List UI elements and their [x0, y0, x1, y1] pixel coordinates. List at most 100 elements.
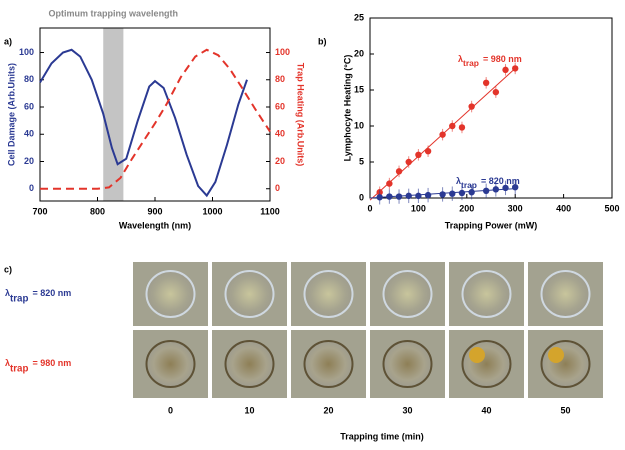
data-point [386, 193, 393, 200]
data-point [449, 190, 456, 197]
cell [224, 270, 275, 318]
data-point [439, 191, 446, 198]
data-point [468, 103, 475, 110]
y2-tick-label: 100 [275, 47, 290, 57]
x-tick-label: 1100 [260, 206, 280, 216]
y-tick-label: 0 [359, 192, 364, 202]
y-tick-label: 40 [24, 129, 34, 139]
time-label: 0 [168, 405, 173, 415]
data-point [512, 184, 519, 191]
cell [224, 340, 275, 388]
y-tick-label: 10 [354, 120, 364, 130]
x-tick-label: 800 [90, 206, 105, 216]
data-point [395, 193, 403, 200]
time-label: 10 [244, 405, 254, 415]
cell [145, 340, 196, 388]
cell [540, 340, 591, 388]
debris [469, 347, 485, 363]
cell [461, 270, 512, 318]
data-point [439, 131, 446, 138]
data-point [405, 192, 412, 200]
line-series [39, 48, 248, 198]
panel-label: b) [318, 36, 327, 46]
x-axis-label: Trapping Power (mW) [445, 220, 538, 230]
lambda-symbol: λ [456, 176, 461, 186]
y-tick-label: 20 [354, 48, 364, 58]
y-tick-label: 20 [24, 156, 34, 166]
data-point [376, 194, 383, 201]
x-axis-label: Wavelength (nm) [119, 220, 191, 230]
data-point [482, 79, 490, 87]
y2-tick-label: 20 [275, 156, 285, 166]
shade-label: Optimum trapping wavelength [49, 8, 179, 18]
data-point [386, 180, 393, 187]
lambda-subscript: trap [461, 180, 477, 190]
y-tick-label: 15 [354, 84, 364, 94]
lambda-text: = 980 nm [32, 358, 71, 368]
data-point [424, 148, 432, 155]
x-tick-label: 400 [556, 203, 571, 213]
y2-tick-label: 60 [275, 101, 285, 111]
lambda-label: λtrap = 980 nm [5, 358, 71, 374]
y-tick-label: 5 [359, 156, 364, 166]
lambda-label: λtrap = 820 nm [456, 176, 520, 190]
y2-tick-label: 80 [275, 74, 285, 84]
lambda-subscript: trap [10, 293, 28, 304]
lambda-label: λtrap = 820 nm [5, 288, 71, 304]
time-label: 50 [560, 405, 570, 415]
x-tick-label: 200 [459, 203, 474, 213]
data-point [468, 189, 475, 196]
data-point [415, 151, 422, 158]
lambda-symbol: λ [5, 288, 10, 298]
debris [548, 347, 564, 363]
y-tick-label: 0 [29, 183, 34, 193]
y-tick-label: 60 [24, 101, 34, 111]
data-point [482, 187, 490, 194]
data-point [502, 184, 509, 192]
y-tick-label: 80 [24, 74, 34, 84]
y-tick-label: 100 [19, 47, 34, 57]
time-label: 20 [323, 405, 333, 415]
data-point [424, 191, 432, 199]
x-tick-label: 500 [604, 203, 619, 213]
y-axis-label: Cell Damage (Arb.Units) [6, 63, 16, 166]
time-axis-label: Trapping time (min) [340, 431, 424, 441]
y-tick-label: 25 [354, 12, 364, 22]
panel-label: c) [4, 264, 12, 274]
cell [382, 270, 433, 318]
lambda-subscript: trap [463, 58, 479, 68]
x-tick-label: 1000 [202, 206, 222, 216]
cell [145, 270, 196, 318]
data-point [458, 189, 466, 197]
data-point [405, 158, 412, 166]
data-point [395, 168, 403, 175]
data-point [492, 88, 500, 96]
lambda-text: = 980 nm [483, 54, 522, 64]
y-axis-label: Lymphocyte Heating (°C) [342, 55, 352, 162]
y2-axis-label: Trap Heating (Arb.Units) [296, 63, 306, 167]
shade-band [103, 28, 124, 201]
panel-label: a) [4, 36, 12, 46]
cell [382, 340, 433, 388]
lambda-symbol: λ [458, 54, 463, 64]
cell [303, 340, 354, 388]
line-series [40, 48, 271, 190]
data-point [458, 124, 466, 131]
lambda-symbol: λ [5, 358, 10, 368]
cell [540, 270, 591, 318]
lambda-label: λtrap = 980 nm [458, 54, 522, 68]
lambda-text: = 820 nm [32, 288, 71, 298]
time-label: 30 [402, 405, 412, 415]
x-tick-label: 300 [508, 203, 523, 213]
plot-frame [369, 17, 613, 199]
data-point [512, 65, 519, 72]
data-point [415, 192, 422, 200]
lambda-subscript: trap [10, 363, 28, 374]
cell [303, 270, 354, 318]
x-tick-label: 700 [32, 206, 47, 216]
time-label: 40 [481, 405, 491, 415]
data-point [502, 66, 509, 74]
lambda-text: = 820 nm [481, 176, 520, 186]
y2-tick-label: 40 [275, 129, 285, 139]
